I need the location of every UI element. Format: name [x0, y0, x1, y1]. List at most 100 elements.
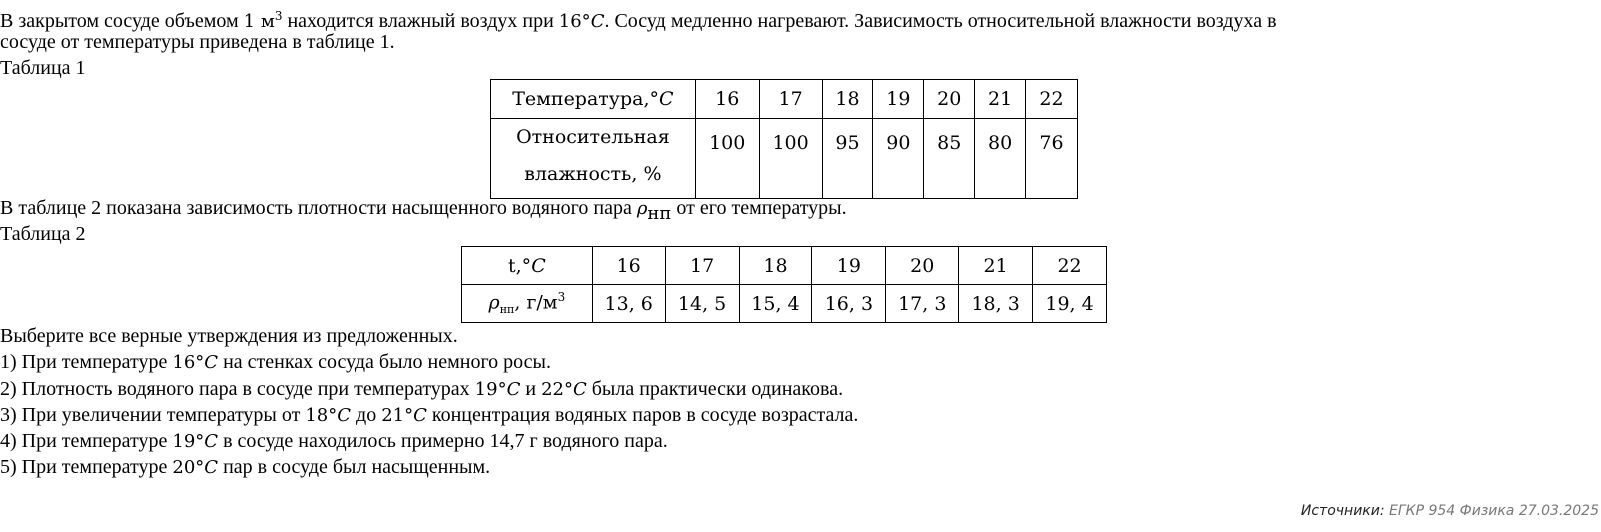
- cell: 100: [694, 118, 760, 199]
- text: , г/м: [514, 291, 558, 314]
- cell: 18, 3: [958, 284, 1034, 323]
- cell: 80: [974, 118, 1027, 199]
- table-row: Температура,°C 16 17 18 19 20 21 22: [490, 79, 1078, 119]
- text: 3: [274, 9, 283, 23]
- math-temp: 16°C: [559, 11, 605, 32]
- cell: 20: [923, 79, 976, 119]
- cell: 19: [872, 79, 925, 119]
- text: t,°: [508, 254, 532, 277]
- text: C: [204, 457, 219, 478]
- table1-caption: Таблица 1: [0, 57, 86, 79]
- text: C: [204, 352, 219, 373]
- cell: 21: [958, 246, 1034, 285]
- text: 3: [557, 290, 566, 305]
- cell: 85: [923, 118, 976, 199]
- statement-4: 4) При температуре 19°C в сосуде находил…: [0, 428, 668, 455]
- cell: 21: [974, 79, 1027, 119]
- cell: 19: [811, 246, 887, 285]
- cell: 16, 3: [811, 284, 887, 323]
- text: ρ: [636, 198, 648, 219]
- text: 22°: [541, 379, 573, 400]
- text: C: [413, 405, 427, 426]
- cell: 90: [872, 118, 925, 199]
- text: В закрытом сосуде объемом: [0, 10, 244, 32]
- text: 16°: [558, 11, 591, 32]
- table-row: t,°C 16 17 18 19 20 21 22: [461, 246, 1107, 285]
- text: была практически одинакова.: [586, 378, 844, 400]
- text: 19°: [172, 431, 205, 452]
- text: В таблице 2 показана зависимость плотнос…: [0, 197, 637, 219]
- text: 1) При температуре: [0, 351, 173, 373]
- cell: 18: [738, 246, 813, 285]
- intro-line-1: В закрытом сосуде объемом 1 м3 находится…: [0, 3, 1277, 35]
- text: от его температуры.: [671, 197, 847, 219]
- text: Относительная: [516, 126, 670, 148]
- text: 2) Плотность водяного пара в сосуде при …: [0, 378, 475, 400]
- text: ρ: [488, 291, 500, 314]
- text: до: [351, 404, 382, 426]
- text: C: [572, 379, 587, 400]
- header-cell: Температура,°C: [490, 79, 696, 119]
- statement-1: 1) При температуре 16°C на стенках сосуд…: [0, 349, 551, 376]
- intro-line-2: сосуде от температуры приведена в таблиц…: [0, 31, 395, 53]
- cell: 17: [758, 79, 823, 119]
- statement-5: 5) При температуре 20°C пар в сосуде был…: [0, 454, 490, 481]
- text: C: [590, 11, 605, 32]
- cell: 15, 4: [738, 284, 813, 323]
- text: 16°: [172, 352, 205, 373]
- text: в сосуде находилось примерно 14,7 г водя…: [218, 430, 668, 452]
- cell: 19, 4: [1032, 284, 1107, 323]
- table-2: t,°C 16 17 18 19 20 21 22 ρнп, г/м3 13, …: [461, 246, 1107, 323]
- text: находится влажный воздух при: [282, 10, 559, 32]
- table-row: Относительная влажность, % 100 100 95 90 …: [490, 118, 1078, 199]
- text: влажность, %: [524, 163, 662, 185]
- text: Температура,°: [512, 88, 660, 110]
- text: C: [531, 254, 546, 277]
- cell: 95: [821, 118, 874, 199]
- cell: 18: [821, 79, 874, 119]
- cell: 20: [885, 246, 960, 285]
- text: 20°: [172, 457, 205, 478]
- statement-3: 3) При увеличении температуры от 18°C до…: [0, 402, 858, 429]
- text: и: [520, 378, 542, 400]
- table2-caption: Таблица 2: [0, 223, 86, 245]
- text: . Сосуд медленно нагревают. Зависимость …: [604, 10, 1277, 32]
- cell: 22: [1032, 246, 1107, 285]
- text: на стенках сосуда было немного росы.: [218, 351, 551, 373]
- text: концентрация водяных паров в сосуде возр…: [426, 404, 859, 426]
- header-cell: ρнп, г/м3: [461, 284, 593, 323]
- cell: 100: [758, 118, 823, 199]
- cell: 22: [1025, 79, 1078, 119]
- cell: 16: [591, 246, 666, 285]
- text: 5) При температуре: [0, 456, 173, 478]
- source-label: Источники:: [1300, 503, 1385, 519]
- cell: 14, 5: [664, 284, 740, 323]
- table-row: ρнп, г/м3 13, 6 14, 5 15, 4 16, 3 17, 3 …: [461, 284, 1107, 323]
- cell: 17: [664, 246, 740, 285]
- math-volume: 1 м3: [243, 9, 283, 32]
- statement-2: 2) Плотность водяного пара в сосуде при …: [0, 376, 843, 403]
- header-cell: t,°C: [461, 246, 593, 285]
- question-prompt: Выберите все верные утверждения из предл…: [0, 325, 458, 347]
- text: C: [506, 379, 521, 400]
- text: C: [659, 88, 674, 110]
- text: 3) При увеличении температуры от: [0, 404, 306, 426]
- table-1: Температура,°C 16 17 18 19 20 21 22 Отно…: [490, 79, 1078, 199]
- text: 19°: [474, 379, 507, 400]
- text: C: [337, 405, 352, 426]
- text: пар в сосуде был насыщенным.: [218, 456, 491, 478]
- text: 1 м: [243, 11, 275, 32]
- cell: 76: [1025, 118, 1078, 199]
- text: C: [204, 431, 219, 452]
- text: 18°: [305, 405, 338, 426]
- text: 4) При температуре: [0, 430, 173, 452]
- text: нп: [647, 203, 672, 224]
- header-cell: Относительная влажность, %: [490, 118, 696, 199]
- cell: 16: [694, 79, 760, 119]
- text: нп: [499, 303, 515, 317]
- text: 21°: [381, 405, 414, 426]
- source-attribution: Источники: ЕГКР 954 Физика 27.03.2025: [1301, 503, 1599, 519]
- middle-line-1: В таблице 2 показана зависимость плотнос…: [0, 195, 847, 227]
- source-link[interactable]: ЕГКР 954 Физика 27.03.2025: [1384, 503, 1599, 519]
- cell: 17, 3: [885, 284, 960, 323]
